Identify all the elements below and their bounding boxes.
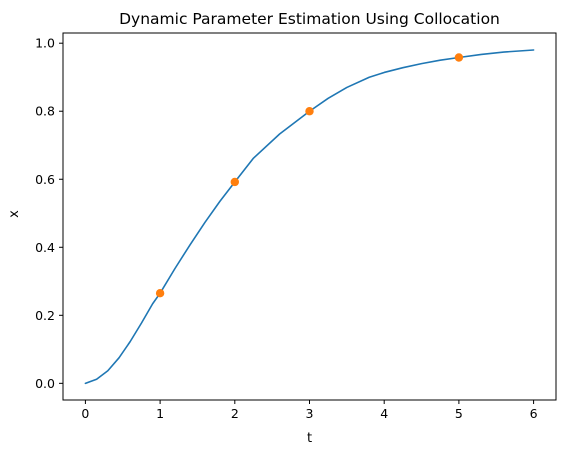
x-tick-label: 0 [81, 406, 89, 421]
data-point [454, 53, 464, 62]
y-tick-label: 0.4 [35, 240, 55, 255]
plot-content [84, 49, 535, 385]
x-tick-label: 1 [156, 406, 164, 421]
y-tick-label: 0.6 [35, 172, 55, 187]
y-tick-label: 0.8 [35, 104, 55, 119]
chart-title: Dynamic Parameter Estimation Using Collo… [119, 10, 500, 28]
x-axis: 0 1 2 3 4 5 6 [81, 400, 538, 421]
plot-frame [62, 32, 557, 401]
x-axis-label: t [307, 431, 312, 446]
data-point [305, 107, 314, 116]
y-tick-label: 0.2 [35, 308, 55, 323]
x-tick-label: 5 [455, 406, 463, 421]
x-tick-label: 2 [231, 406, 239, 421]
x-tick-label: 6 [530, 406, 538, 421]
y-axis-label: x [7, 210, 22, 218]
y-axis: 0.0 0.2 0.4 0.6 0.8 1.0 [35, 36, 63, 391]
data-point [155, 288, 165, 298]
y-tick-label: 1.0 [35, 36, 55, 51]
data-point [230, 177, 240, 187]
x-tick-label: 4 [380, 406, 388, 421]
x-tick-label: 3 [306, 406, 314, 421]
y-tick-label: 0.0 [35, 376, 55, 391]
model-curve-line [84, 49, 535, 385]
